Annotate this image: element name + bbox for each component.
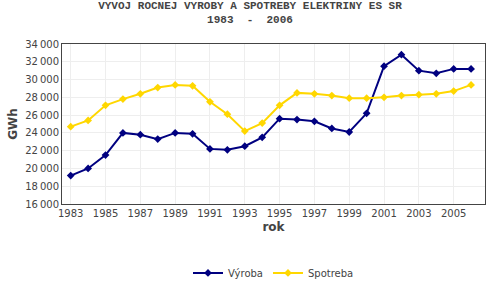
svg-text:GWh: GWh [6, 108, 20, 140]
svg-text:rok: rok [262, 220, 285, 234]
svg-text:18 000: 18 000 [25, 181, 59, 192]
svg-text:24 000: 24 000 [25, 127, 59, 138]
svg-text:16 000: 16 000 [25, 199, 59, 210]
svg-text:1995: 1995 [267, 208, 292, 219]
svg-text:Výroba: Výroba [228, 268, 263, 279]
svg-text:32 000: 32 000 [25, 56, 59, 67]
svg-text:1991: 1991 [197, 208, 222, 219]
svg-text:26 000: 26 000 [25, 110, 59, 121]
svg-text:Spotreba: Spotreba [308, 268, 353, 279]
svg-text:1993: 1993 [232, 208, 257, 219]
svg-text:2001: 2001 [371, 208, 396, 219]
svg-text:34 000: 34 000 [25, 39, 59, 50]
svg-text:2003: 2003 [406, 208, 431, 219]
svg-text:1999: 1999 [336, 208, 361, 219]
svg-text:1987: 1987 [128, 208, 153, 219]
svg-text:VYVOJ ROCNEJ VYROBY A SPOTREBY: VYVOJ ROCNEJ VYROBY A SPOTREBY ELEKTRINY… [98, 0, 402, 26]
svg-text:1989: 1989 [162, 208, 187, 219]
svg-text:1997: 1997 [302, 208, 327, 219]
svg-text:22 000: 22 000 [25, 145, 59, 156]
svg-text:30 000: 30 000 [25, 74, 59, 85]
svg-text:28 000: 28 000 [25, 92, 59, 103]
svg-text:2005: 2005 [441, 208, 466, 219]
svg-text:1983: 1983 [58, 208, 83, 219]
svg-text:20 000: 20 000 [25, 163, 59, 174]
svg-text:1985: 1985 [93, 208, 118, 219]
